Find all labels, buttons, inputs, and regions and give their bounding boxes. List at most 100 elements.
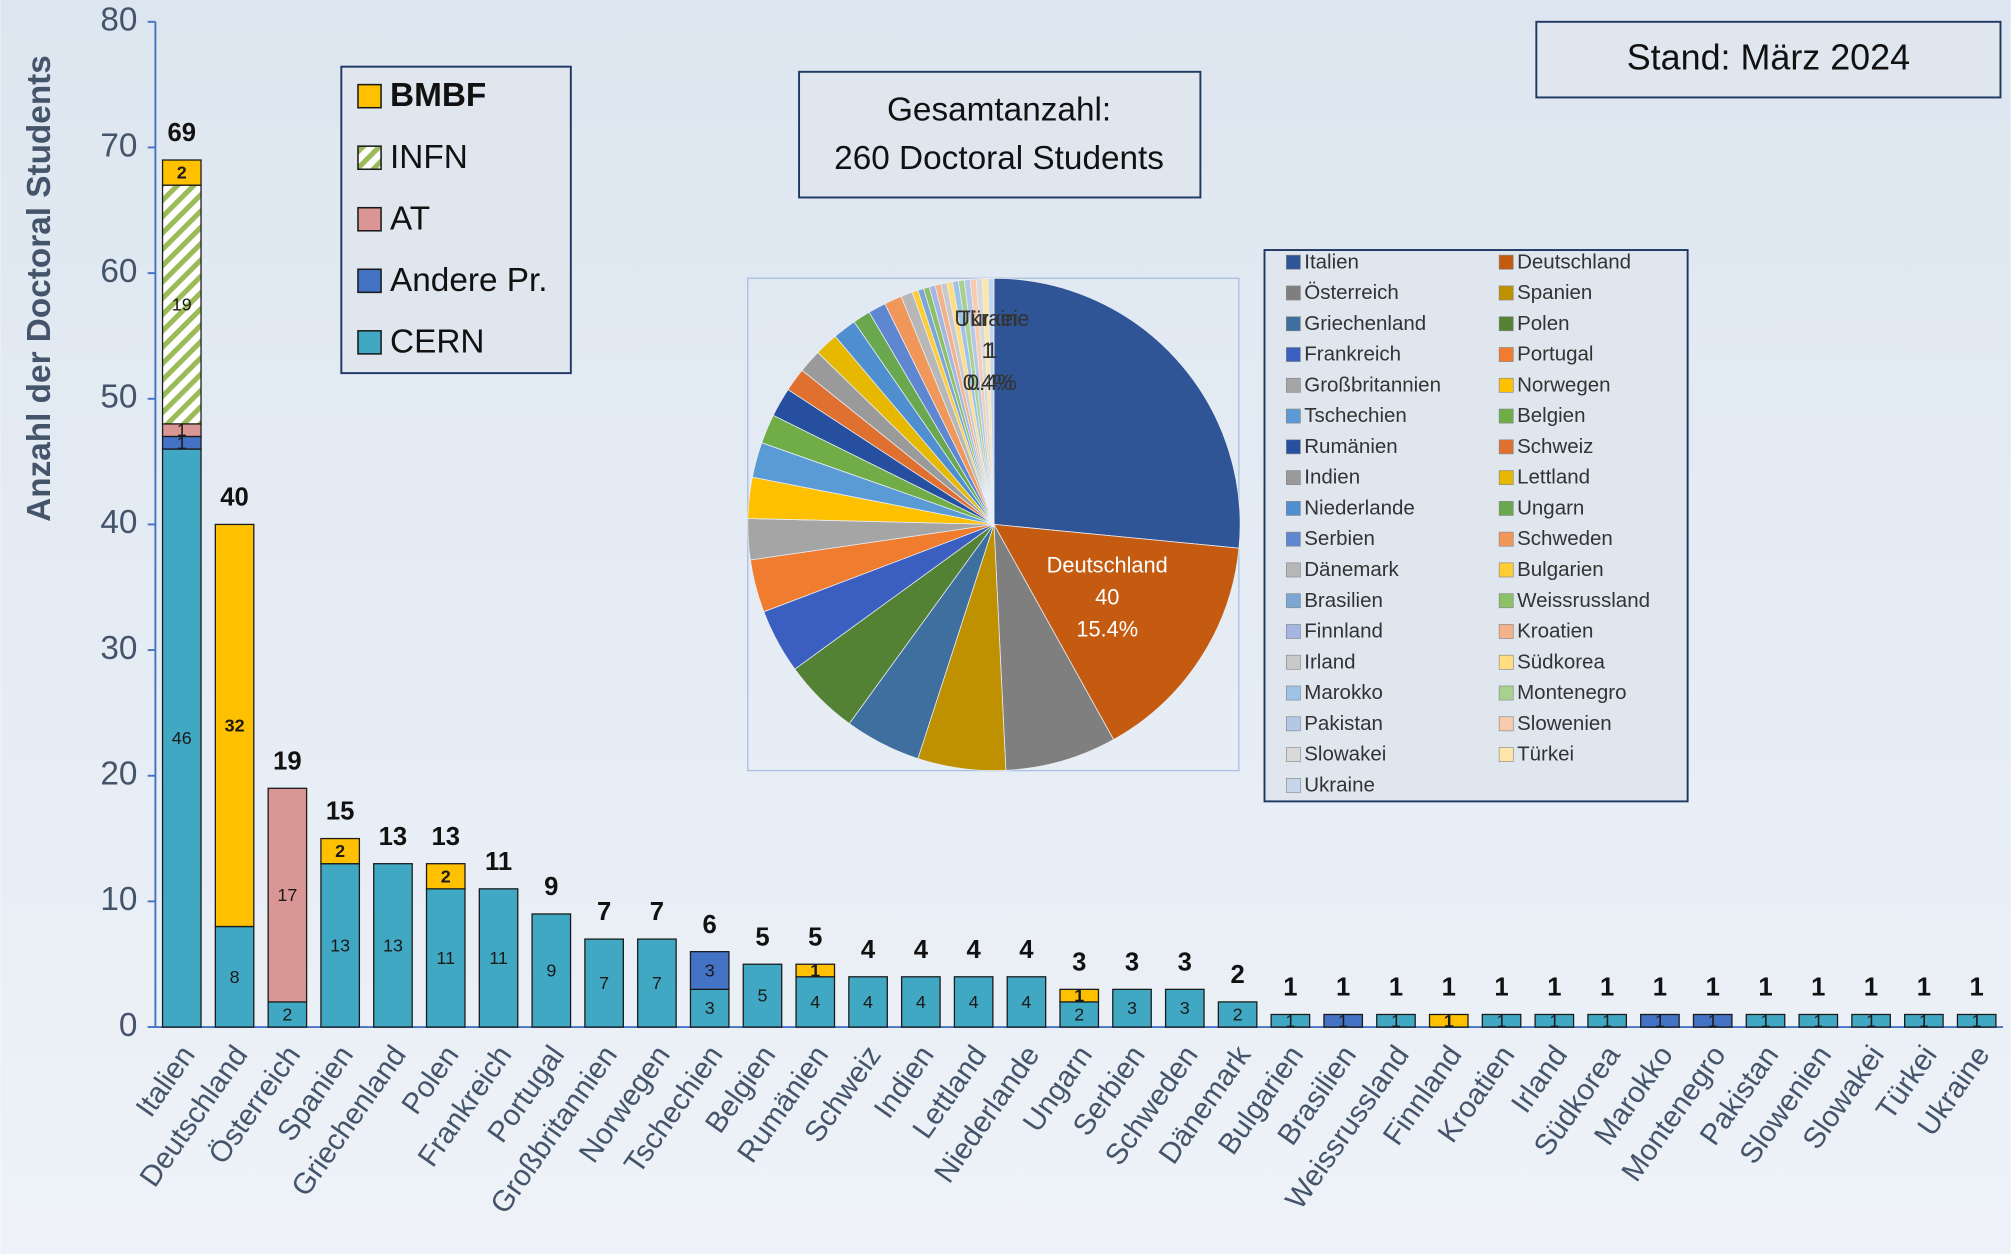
total-label: 5 [808,923,822,951]
segment-label: 1 [1761,1011,1771,1031]
total-label: 3 [1072,948,1086,976]
bar-segment [1059,1001,1100,1028]
legend-label: CERN [390,323,484,360]
segment-label: 8 [230,967,240,987]
pie-slice [993,277,1241,549]
segment-label: 1 [1497,1011,1507,1031]
bar-segment [953,976,994,1028]
segment-label: 3 [705,961,715,981]
segment-label: 1 [1444,1011,1454,1031]
segment-label: 3 [1180,998,1190,1018]
segment-label: 32 [225,715,245,735]
legend-label: Andere Pr. [390,262,547,299]
pie-legend-swatch [1285,531,1301,547]
total-label: 4 [967,936,982,964]
legend-swatch [357,268,382,294]
bar-segment [425,863,466,890]
total-label: 13 [379,823,408,851]
total-label: 13 [431,823,460,851]
pie-legend-swatch [1285,439,1301,455]
pie-label-percent: 0.4% [967,370,1017,395]
segment-label: 9 [546,961,556,981]
legend-label: AT [390,200,430,237]
total-label: 1 [1970,974,1984,1002]
bar-segment [373,863,413,1028]
bar-segment [1376,1013,1416,1028]
pie-legend-swatch [1498,316,1514,332]
pie-legend-swatch [1285,408,1301,424]
pie-legend-swatch [1285,593,1301,609]
segment-label: 1 [1602,1011,1612,1031]
total-box [798,70,1202,199]
segment-label: 2 [282,1005,292,1025]
pie-legend-swatch [1285,285,1301,301]
segment-label: 1 [1919,1011,1929,1031]
bar-segment [900,976,941,1028]
total-label: 6 [703,911,717,939]
pie-slice [993,523,1240,741]
bar-segment [161,184,202,425]
bar-segment [161,159,202,186]
bar-segment [795,963,836,978]
legend-label: BMBF [390,77,486,114]
pie-legend-label: Bulgarien [1517,558,1604,581]
segment-label: 11 [436,948,455,968]
bar-segment [1956,1013,1997,1028]
segment-label: 4 [916,992,926,1012]
pie-legend-label: Marokko [1304,681,1383,704]
pie-legend-swatch [1285,347,1301,362]
pie-legend-label: Kroatien [1517,620,1593,643]
y-tick-label: 40 [100,504,137,541]
bar-segment [1798,1013,1839,1028]
bar-segment [214,523,255,928]
pie-legend-swatch [1498,624,1514,639]
y-tick-label: 70 [100,127,137,164]
bar-segment [689,951,730,990]
pie-legend-label: Ukraine [1304,773,1375,796]
pie-legend-label: Belgien [1517,404,1585,427]
pie-label-name: Ukraine [954,306,1029,331]
total-label: 1 [1283,974,1297,1002]
pie-legend-swatch [1498,747,1514,762]
pie-label-name: Deutschland [1047,552,1168,577]
bar-segment [1112,988,1152,1028]
pie-legend-label: Finnland [1304,620,1383,643]
pie-legend-label: Slowakei [1304,743,1386,766]
segment-label: 4 [969,992,979,1012]
bar-segment [1587,1013,1628,1028]
pie-slice [993,524,1115,771]
bar-segment [320,837,361,865]
total-annotation: Gesamtanzahl: [887,91,1111,128]
segment-label: 7 [599,973,609,993]
pie-legend [1263,249,1689,803]
pie-legend-swatch [1285,470,1301,485]
bar-segment [1534,1013,1575,1028]
segment-label: 4 [810,992,820,1012]
segment-label: 1 [810,961,820,981]
total-label: 1 [1494,974,1508,1002]
pie-legend-label: Spanien [1517,281,1592,304]
segment-label: 1 [1813,1011,1823,1031]
pie-legend-label: Norwegen [1517,373,1610,396]
segment-label: 11 [489,948,508,968]
pie-legend-label: Südkorea [1517,650,1605,673]
pie-label-percent: 15.4% [1076,616,1138,641]
segment-label: 19 [172,295,192,315]
pie-legend-label: Irland [1304,650,1355,673]
total-label: 4 [1019,936,1034,964]
pie-legend-swatch [1285,316,1301,332]
pie-legend-swatch [1498,501,1514,516]
pie-label-value: 1 [986,338,998,363]
segment-label: 1 [1391,1011,1401,1031]
total-label: 1 [1864,974,1878,1002]
y-tick-label: 0 [119,1007,138,1044]
pie-legend-swatch [1285,685,1301,701]
pie-legend-label: Dänemark [1304,558,1399,581]
bar-segment [1217,1001,1258,1028]
bar-segment [584,938,624,1028]
total-label: 1 [1811,974,1825,1002]
segment-label: 1 [1708,1011,1718,1031]
total-label: 9 [544,873,558,901]
pie-legend-swatch [1498,654,1514,670]
